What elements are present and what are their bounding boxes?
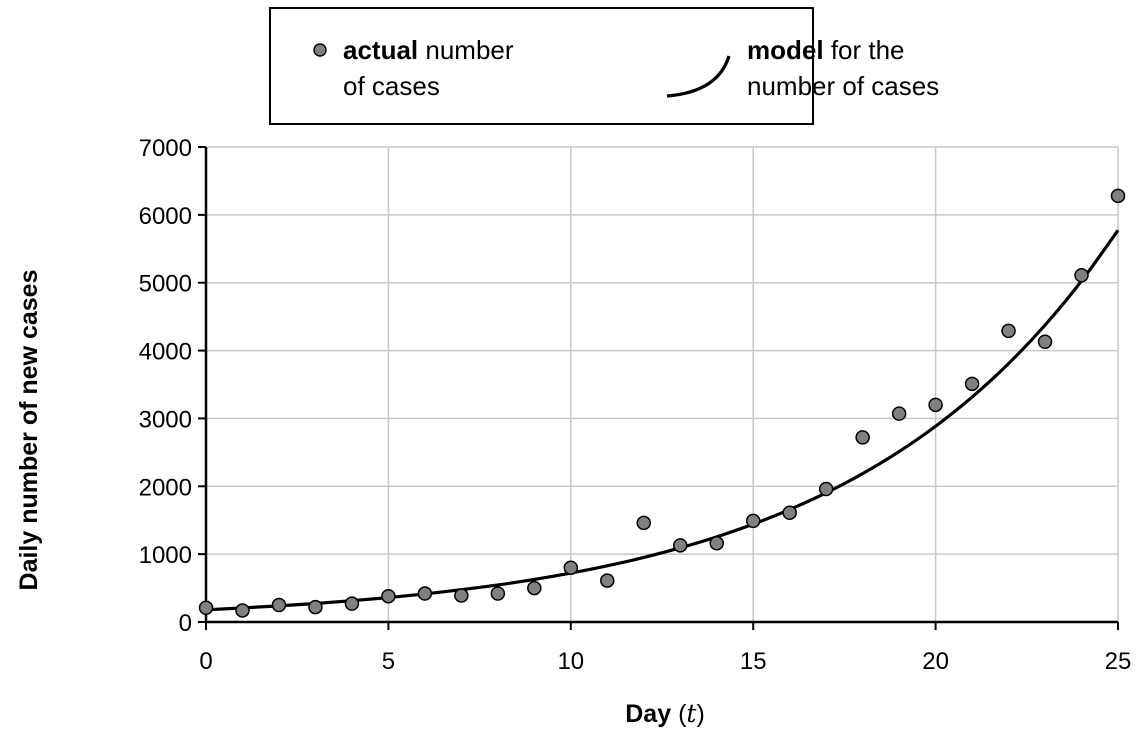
x-tick-label: 5 xyxy=(382,648,395,675)
grid xyxy=(206,146,1119,622)
x-tick-label: 25 xyxy=(1105,648,1132,675)
y-tick-label: 4000 xyxy=(139,339,192,366)
data-point xyxy=(490,586,506,601)
legend-actual-line2: of cases xyxy=(343,71,440,101)
data-point xyxy=(381,588,396,604)
data-point xyxy=(271,597,287,613)
data-point xyxy=(964,376,980,392)
legend-model-swatch xyxy=(666,55,731,98)
data-point xyxy=(454,588,469,603)
data-point xyxy=(672,538,688,553)
actual-points-layer xyxy=(198,188,1126,618)
y-axis-label: Daily number of new cases xyxy=(15,270,43,591)
data-point xyxy=(745,513,761,529)
data-point xyxy=(308,599,323,615)
data-point xyxy=(928,397,943,413)
legend: actual number of cases model for the num… xyxy=(269,7,939,125)
y-tick-label: 0 xyxy=(179,610,192,637)
axes xyxy=(204,147,1118,624)
x-tick-label: 10 xyxy=(557,648,584,675)
data-point xyxy=(855,430,870,445)
data-point xyxy=(235,603,250,618)
data-point xyxy=(1074,268,1089,283)
model-curve-layer xyxy=(205,229,1120,612)
data-point xyxy=(600,573,615,588)
y-tick-label: 1000 xyxy=(139,542,192,569)
data-point xyxy=(709,536,724,551)
y-tick-label: 2000 xyxy=(139,474,192,501)
data-point xyxy=(782,505,797,520)
legend-model-line2: number of cases xyxy=(747,71,939,101)
data-point xyxy=(1037,334,1053,349)
y-tick-label: 7000 xyxy=(139,135,192,162)
data-point xyxy=(198,600,214,615)
data-point xyxy=(891,406,907,421)
data-point xyxy=(818,481,834,497)
y-tick-label: 6000 xyxy=(139,203,192,230)
y-tick-label: 5000 xyxy=(139,271,192,298)
legend-box xyxy=(269,7,814,125)
legend-model-line1: model for the xyxy=(747,35,905,65)
data-point xyxy=(563,560,579,575)
legend-actual-line1: actual number xyxy=(343,35,514,65)
x-axis-label: Day (t) xyxy=(625,699,705,728)
model-curve xyxy=(205,229,1120,612)
x-tick-label: 15 xyxy=(740,648,767,675)
data-point xyxy=(1110,188,1126,204)
x-tick-label: 20 xyxy=(922,648,949,675)
data-point xyxy=(344,596,360,611)
y-tick-label: 3000 xyxy=(139,406,192,433)
data-point xyxy=(527,580,542,596)
x-tick-label: 0 xyxy=(199,648,212,675)
data-point xyxy=(1001,323,1016,339)
legend-actual-marker xyxy=(313,43,327,57)
data-point xyxy=(417,586,433,601)
ticks: 0 5 10 15 20 25 0 1000 2000 3000 4000 5000 6000 7000 xyxy=(139,135,1132,675)
data-point xyxy=(636,515,652,531)
